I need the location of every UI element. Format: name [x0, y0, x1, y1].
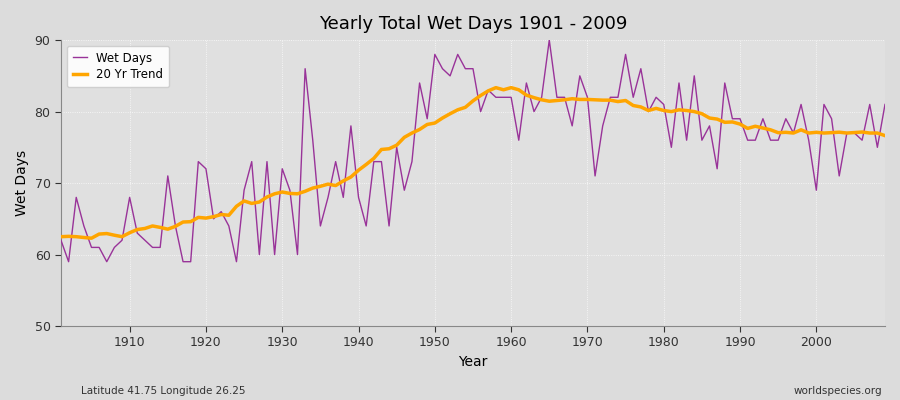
Line: Wet Days: Wet Days — [61, 40, 885, 262]
X-axis label: Year: Year — [458, 355, 488, 369]
Wet Days — [879, 102, 890, 107]
20 Yr Trend — [521, 93, 532, 98]
20 Yr Trend — [338, 178, 348, 183]
20 Yr Trend — [879, 133, 890, 138]
Legend: Wet Days, 20 Yr Trend: Wet Days, 20 Yr Trend — [67, 46, 169, 87]
20 Yr Trend — [124, 230, 135, 235]
Wet Days — [338, 195, 348, 200]
20 Yr Trend — [613, 99, 624, 104]
20 Yr Trend — [513, 87, 524, 92]
Wet Days — [506, 95, 517, 100]
Wet Days — [56, 238, 67, 243]
Wet Days — [124, 195, 135, 200]
Text: worldspecies.org: worldspecies.org — [794, 386, 882, 396]
Line: 20 Yr Trend: 20 Yr Trend — [61, 88, 885, 238]
Wet Days — [63, 259, 74, 264]
Title: Yearly Total Wet Days 1901 - 2009: Yearly Total Wet Days 1901 - 2009 — [319, 15, 627, 33]
Text: Latitude 41.75 Longitude 26.25: Latitude 41.75 Longitude 26.25 — [81, 386, 246, 396]
20 Yr Trend — [86, 236, 97, 241]
Wet Days — [613, 95, 624, 100]
Wet Days — [544, 38, 554, 42]
Y-axis label: Wet Days: Wet Days — [15, 150, 29, 216]
20 Yr Trend — [491, 85, 501, 90]
20 Yr Trend — [56, 234, 67, 239]
Wet Days — [292, 252, 303, 257]
Wet Days — [513, 138, 524, 142]
20 Yr Trend — [292, 191, 303, 196]
